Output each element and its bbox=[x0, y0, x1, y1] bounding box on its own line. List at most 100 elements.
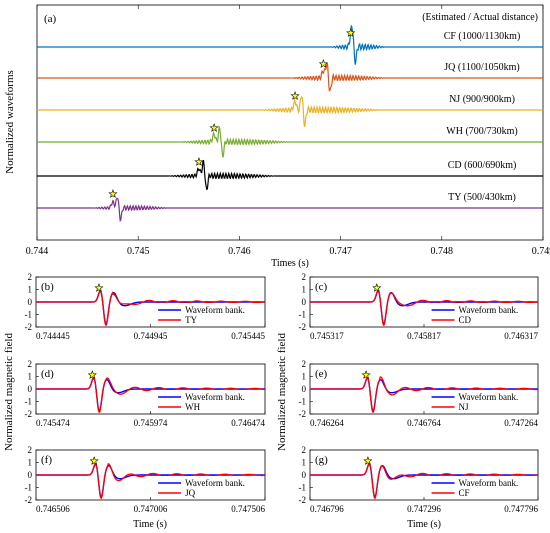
series-wh bbox=[36, 376, 266, 413]
x-tick-label-a: 0.745 bbox=[127, 246, 150, 257]
panel-label: (c) bbox=[315, 281, 328, 293]
x-tick-label: 0.746796 bbox=[310, 504, 344, 514]
x-tick-label: 0.745445 bbox=[231, 331, 265, 341]
y-tick-label: -2 bbox=[25, 495, 33, 505]
trace-nj bbox=[37, 95, 543, 127]
panel-label: (d) bbox=[41, 368, 54, 380]
y-tick-label: 2 bbox=[28, 272, 33, 282]
x-tick-label: 0.746474 bbox=[231, 418, 265, 428]
legend-entry: Waveform bank. bbox=[459, 478, 519, 488]
x-tick-label: 0.747264 bbox=[504, 418, 538, 428]
legend-entry: JQ bbox=[185, 488, 196, 498]
legend-entry: WH bbox=[185, 402, 200, 412]
y-tick-label: 1 bbox=[28, 372, 33, 382]
trace-label: TY (500/430km) bbox=[448, 192, 516, 203]
y-tick-label: -1 bbox=[25, 397, 33, 407]
trace-cf bbox=[37, 24, 543, 65]
y-tick-label: -2 bbox=[299, 495, 307, 505]
pick-star-marker bbox=[318, 59, 328, 68]
y-tick-label: -1 bbox=[299, 483, 307, 493]
x-tick-label: 0.745317 bbox=[310, 331, 344, 341]
trace-label: JQ (1100/1050km) bbox=[444, 62, 519, 73]
x-tick-label-a: 0.746 bbox=[228, 246, 251, 257]
x-tick-label-a: 0.747 bbox=[329, 246, 352, 257]
trace-label: CD (600/690km) bbox=[448, 160, 517, 171]
y-tick-label: -1 bbox=[299, 310, 307, 320]
panel-label: (e) bbox=[315, 368, 328, 380]
y-tick-label: 0 bbox=[302, 384, 307, 394]
pick-star-marker bbox=[346, 28, 356, 37]
trace-jq bbox=[37, 62, 543, 92]
legend-entry: NJ bbox=[459, 402, 469, 412]
y-tick-label: -1 bbox=[25, 483, 33, 493]
legend-entry: TY bbox=[185, 315, 197, 325]
x-axis-label-left: Time (s) bbox=[133, 519, 167, 530]
x-axis-label-right: Time (s) bbox=[407, 519, 441, 530]
pick-star-marker bbox=[209, 123, 219, 132]
x-tick-label: 0.747006 bbox=[134, 504, 168, 514]
x-tick-label: 0.747296 bbox=[407, 504, 441, 514]
pick-star-marker bbox=[94, 283, 104, 292]
trace-ty bbox=[37, 197, 543, 223]
y-tick-label: 2 bbox=[28, 445, 33, 455]
y-tick-label: 1 bbox=[302, 285, 307, 295]
y-tick-label: 0 bbox=[28, 384, 33, 394]
series-cf bbox=[310, 462, 539, 500]
y-tick-label: 0 bbox=[302, 297, 307, 307]
y-tick-label: 2 bbox=[28, 359, 33, 369]
series-ty bbox=[36, 289, 266, 327]
pick-star-marker bbox=[194, 157, 204, 166]
y-tick-label: 2 bbox=[302, 445, 307, 455]
y-tick-label: -1 bbox=[25, 310, 33, 320]
y-tick-label: -2 bbox=[25, 322, 33, 332]
x-tick-label-a: 0.748 bbox=[431, 246, 454, 257]
x-tick-label-a: 0.744 bbox=[26, 246, 49, 257]
y-tick-label: 0 bbox=[28, 297, 33, 307]
panel-label-a: (a) bbox=[44, 13, 57, 25]
header-note: (Estimated / Actual distance) bbox=[422, 12, 538, 23]
series-nj bbox=[310, 376, 539, 413]
series-jq bbox=[36, 462, 266, 500]
y-tick-label: 2 bbox=[302, 359, 307, 369]
y-tick-label: 1 bbox=[28, 458, 33, 468]
pick-star-marker bbox=[372, 283, 382, 292]
legend-box bbox=[428, 390, 534, 412]
x-tick-label: 0.747796 bbox=[504, 504, 538, 514]
y-tick-label: 1 bbox=[302, 372, 307, 382]
panel-label: (g) bbox=[315, 454, 328, 466]
y-tick-label: 0 bbox=[302, 470, 307, 480]
legend-box bbox=[155, 303, 261, 325]
plot-frame-a bbox=[36, 4, 544, 241]
pick-star-marker bbox=[89, 456, 99, 465]
pick-star-marker bbox=[87, 370, 97, 379]
x-tick-label: 0.745974 bbox=[134, 418, 168, 428]
legend-entry: CD bbox=[459, 315, 472, 325]
trace-wh bbox=[37, 125, 543, 158]
x-tick-label: 0.746506 bbox=[36, 504, 70, 514]
y-axis-label-right: Normalized magnetic field bbox=[276, 333, 288, 451]
trace-cd bbox=[37, 159, 543, 191]
x-tick-label: 0.745474 bbox=[36, 418, 70, 428]
legend-entry: Waveform bank. bbox=[459, 392, 519, 402]
x-tick-label: 0.746764 bbox=[407, 418, 441, 428]
y-tick-label: -2 bbox=[299, 322, 307, 332]
pick-star-marker bbox=[290, 91, 300, 100]
y-tick-label: -2 bbox=[25, 409, 33, 419]
panel-label: (f) bbox=[41, 454, 52, 466]
legend-entry: Waveform bank. bbox=[459, 305, 519, 315]
x-tick-label-a: 0.749 bbox=[532, 246, 550, 257]
x-tick-label: 0.746317 bbox=[504, 331, 538, 341]
trace-label: NJ (900/900km) bbox=[449, 94, 515, 105]
x-tick-label: 0.744445 bbox=[36, 331, 70, 341]
y-tick-label: -1 bbox=[299, 397, 307, 407]
y-axis-label-a: Normalized waveforms bbox=[4, 70, 16, 174]
legend-box bbox=[155, 476, 261, 498]
trace-label: CF (1000/1130km) bbox=[444, 31, 521, 42]
x-tick-label: 0.747506 bbox=[231, 504, 265, 514]
legend-box bbox=[428, 303, 534, 325]
x-tick-label: 0.746264 bbox=[310, 418, 344, 428]
pick-star-marker bbox=[363, 456, 373, 465]
legend-box bbox=[155, 390, 261, 412]
y-tick-label: 2 bbox=[302, 272, 307, 282]
